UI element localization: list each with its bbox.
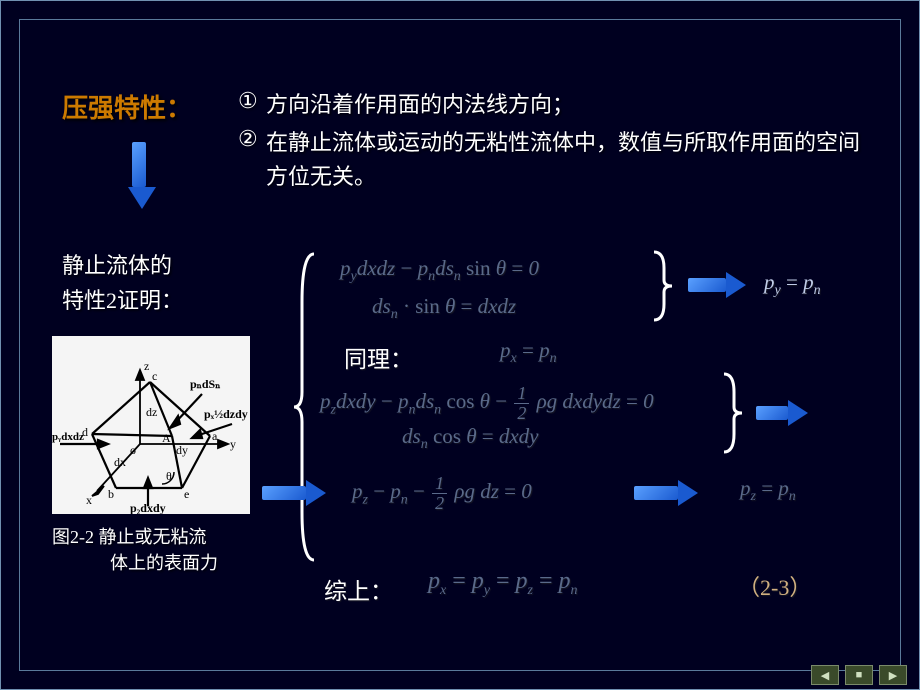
right-brace-2-icon [722,372,744,459]
svg-text:a: a [212,429,218,443]
figure-caption-l1: 图2-2 静止或无粘流 [52,524,218,550]
equation-4: pzdxdy − pndsn cos θ − 12 ρg dxdydz = 0 [320,384,654,423]
svg-text:dz: dz [146,405,157,419]
nav-next-button[interactable]: ▶ [879,665,907,685]
svg-text:pᵧdxdz: pᵧdxdz [52,431,84,443]
equation-2: dsn · sin θ = dxdz [372,294,516,323]
equation-1: pydxdz − pndsn sin θ = 0 [340,256,539,285]
svg-text:θ: θ [166,469,172,483]
list-text-2: 在静止流体或运动的无粘性流体中，数值与所取作用面的空间方位无关。 [266,126,880,194]
arrow-right-4-icon [634,480,698,506]
svg-text:o: o [130,443,136,457]
proof-label-line2: 特性2证明： [62,283,183,318]
proof-label: 静止流体的 特性2证明： [62,248,183,318]
equation-5: dsn cos θ = dxdy [402,424,539,453]
svg-text:pₓ½dzdy: pₓ½dzdy [204,407,248,421]
figure-caption-l2: 体上的表面力 [52,550,218,576]
svg-text:z: z [144,359,149,373]
result-1: py = pn [764,270,821,299]
middle-word: 同理： [344,340,413,374]
equation-6: pz − pn − 12 ρg dz = 0 [352,474,532,513]
list-text-1: 方向沿着作用面的内法线方向； [266,88,574,122]
list-number-2: ② [238,126,266,152]
svg-text:b: b [108,487,114,501]
svg-text:pₙdSₙ: pₙdSₙ [190,377,220,391]
figure-2-2: z y x c d b e a o A dx dy dz θ pₙdSₙ pₓ½… [52,336,250,514]
figure-caption: 图2-2 静止或无粘流 体上的表面力 [52,524,218,576]
svg-text:p₂dxdy: p₂dxdy [130,501,166,514]
summary-equation: px = py = pz = pn [428,568,578,599]
right-brace-1-icon [652,250,674,327]
nav-prev-button[interactable]: ◀ [811,665,839,685]
svg-text:e: e [184,487,189,501]
svg-text:y: y [230,437,236,451]
arrow-right-3-icon [262,480,326,506]
equation-3: px = pn [500,338,557,367]
arrow-right-2-icon [756,400,808,426]
svg-text:A: A [162,431,171,445]
properties-list: ① 方向沿着作用面的内法线方向； ② 在静止流体或运动的无粘性流体中，数值与所取… [238,88,880,198]
list-number-1: ① [238,88,266,114]
equation-number: （2-3） [738,570,811,602]
svg-text:x: x [86,493,92,507]
svg-text:dx: dx [114,455,126,469]
slide-frame: 压强特性： ① 方向沿着作用面的内法线方向； ② 在静止流体或运动的无粘性流体中… [19,19,901,671]
arrow-right-1-icon [688,272,746,298]
footer-nav: ◀ ■ ▶ [811,665,907,685]
svg-text:dy: dy [176,443,188,457]
proof-label-line1: 静止流体的 [62,248,183,283]
svg-text:c: c [152,369,157,383]
left-brace-icon [292,252,318,562]
summary-word: 综上： [324,572,393,606]
nav-stop-button[interactable]: ■ [845,665,873,685]
heading: 压强特性： [62,88,192,125]
result-2: pz = pn [740,476,796,505]
down-arrow-icon [128,142,150,212]
